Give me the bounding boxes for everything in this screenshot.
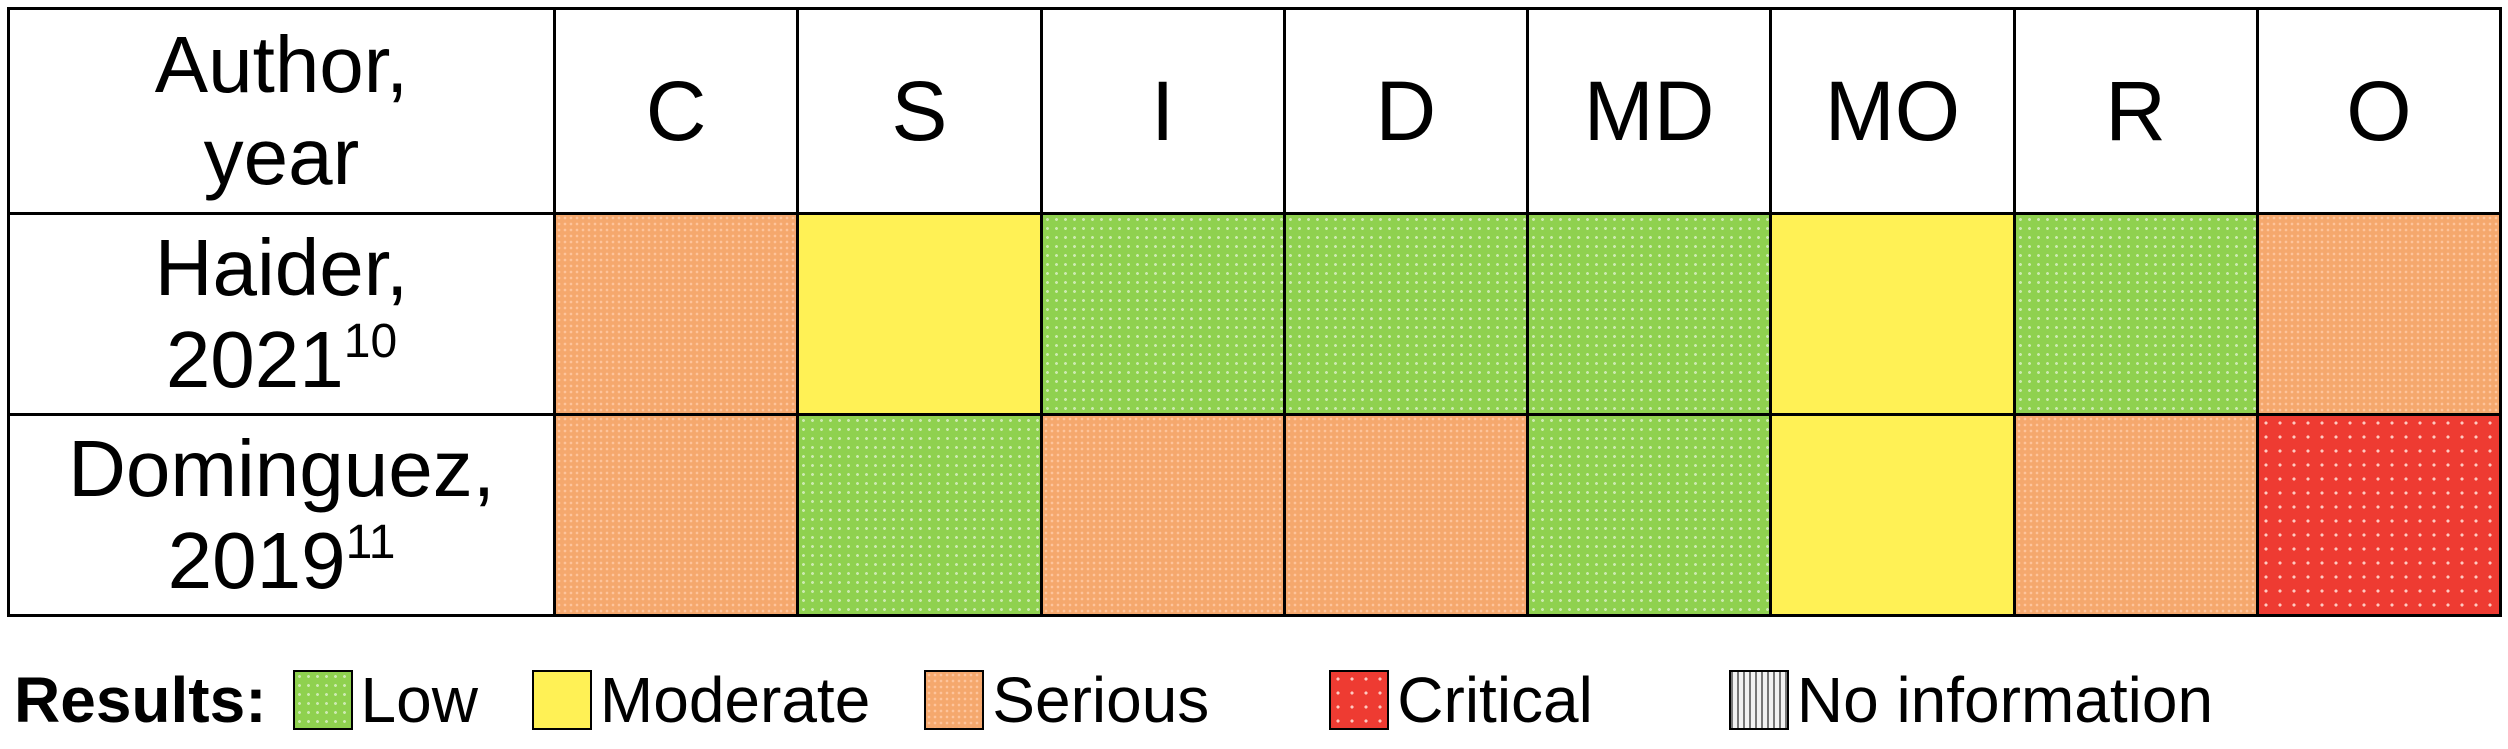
header-domain-mo: MO [1772,10,2013,212]
author-year: 202110 [165,315,398,404]
rating-moderate [799,215,1040,413]
header-domain-s: S [799,10,1040,212]
rating-cell-s [799,416,1040,614]
header-domain-o: O [2258,10,2499,212]
rating-critical [2258,416,2499,614]
rating-low [2015,215,2256,413]
author-year: 201911 [167,516,396,605]
risk-of-bias-table: Author, year C S I D MD MO R O Haider, 2… [7,7,2502,617]
rating-serious [1285,416,1526,614]
rating-moderate [1772,416,2013,614]
author-name: Dominguez, [68,424,495,513]
legend-label-serious: Serious [992,664,1210,736]
legend-swatch-serious [924,670,985,730]
legend-swatch-critical [1329,670,1390,730]
header-year-label: year [203,112,360,201]
header-domain-d: D [1285,10,1526,212]
legend-item-moderate: Moderate [531,663,871,737]
header-domain-md: MD [1529,10,1770,212]
rating-cell-i [1042,215,1283,413]
rating-cell-d [1285,215,1526,413]
rating-cell-md [1529,215,1770,413]
rating-cell-mo [1772,416,2013,614]
legend-item-low: Low [292,663,478,737]
header-author-year: Author, year [10,10,553,212]
reference-number: 11 [345,516,396,569]
author-name: Haider, [154,223,409,312]
legend-label-noinfo: No information [1796,664,2214,736]
row-author-haider: Haider, 202110 [10,215,553,413]
rating-low [1042,215,1283,413]
rating-cell-r [2015,416,2256,614]
rating-cell-r [2015,215,2256,413]
legend-item-noinfo: No information [1728,663,2214,737]
rating-cell-o [2258,416,2499,614]
rating-low [1285,215,1526,413]
rating-serious [2258,215,2499,413]
legend-title: Results: [14,664,267,736]
rating-cell-c [556,215,797,413]
legend-swatch-noinfo [1728,670,1789,730]
rating-serious [1042,416,1283,614]
legend-swatch-moderate [531,670,592,730]
legend-label-moderate: Moderate [599,664,871,736]
rating-cell-c [556,416,797,614]
rating-low [799,416,1040,614]
rating-serious [556,215,797,413]
rating-moderate [1772,215,2013,413]
rating-serious [2015,416,2256,614]
legend-swatch-low [292,670,353,730]
rating-cell-md [1529,416,1770,614]
header-domain-c: C [556,10,797,212]
reference-number: 10 [343,315,398,368]
legend-item-critical: Critical [1329,663,1593,737]
rating-low [1529,416,1770,614]
rating-cell-s [799,215,1040,413]
header-author-label: Author, [154,20,409,109]
rating-cell-o [2258,215,2499,413]
rating-cell-d [1285,416,1526,614]
row-author-dominguez: Dominguez, 201911 [10,416,553,614]
header-domain-r: R [2015,10,2256,212]
header-domain-i: I [1042,10,1283,212]
legend-item-serious: Serious [924,663,1209,737]
legend: Results: Low Moderate Serious Critical N… [14,660,2213,740]
legend-label-low: Low [360,664,478,736]
rating-cell-i [1042,416,1283,614]
rating-low [1529,215,1770,413]
legend-label-critical: Critical [1397,664,1593,736]
rating-serious [556,416,797,614]
rating-cell-mo [1772,215,2013,413]
